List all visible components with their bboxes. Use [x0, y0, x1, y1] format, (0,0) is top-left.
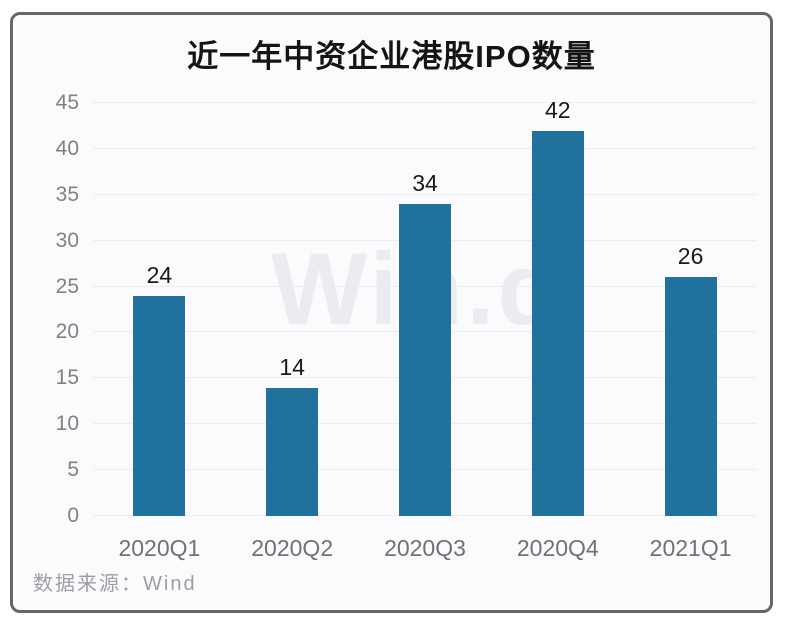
data-source-label: 数据来源：Wind	[33, 573, 197, 595]
y-tick-label: 25	[55, 274, 79, 298]
y-axis: 0 5 10 15 20 25 30 35 40 45	[13, 91, 79, 527]
chart-panel: 近一年中资企业港股IPO数量 Win.d 051015202530354045 …	[10, 12, 773, 613]
y-tick-label: 30	[55, 228, 79, 252]
y-tick-label: 5	[67, 458, 79, 482]
y-tick-label: 15	[55, 366, 79, 390]
bar-slot: 24	[93, 103, 226, 516]
gridline	[93, 147, 757, 149]
x-tick-label: 2020Q1	[118, 535, 201, 561]
y-tick-label: 45	[55, 91, 79, 114]
bar-slot: 34	[359, 103, 492, 516]
bar	[266, 387, 319, 516]
bar-value-label: 24	[146, 261, 173, 288]
y-tick-label: 20	[55, 320, 79, 344]
bar-value-label: 42	[544, 96, 571, 123]
y-tick-label: 10	[55, 412, 79, 436]
y-tick-label: 40	[55, 136, 79, 160]
x-tick-label: 2020Q4	[516, 535, 599, 561]
bar-slot: 14	[226, 103, 359, 516]
bar	[398, 203, 451, 516]
x-tick-label: 2021Q1	[649, 535, 732, 561]
bar	[531, 130, 584, 516]
gridline	[93, 193, 757, 195]
bar-value-label: 26	[677, 243, 704, 270]
plot-area: 24 14 34 42 26	[93, 97, 757, 516]
y-tick-label: 35	[55, 182, 79, 206]
bars-row: 24 14 34 42 26	[93, 97, 757, 516]
bar-slot: 26	[624, 103, 757, 516]
y-tick-label: 0	[67, 504, 79, 527]
bar-value-label: 34	[412, 169, 438, 196]
bar	[133, 295, 186, 516]
chart-title: 近一年中资企业港股IPO数量	[187, 39, 596, 74]
bar	[664, 277, 717, 516]
bar-value-label: 14	[279, 353, 305, 380]
x-axis: 2020Q1 2020Q2 2020Q3 2020Q4 2021Q1	[93, 527, 757, 561]
x-tick-label: 2020Q2	[251, 535, 334, 561]
gridline	[93, 102, 757, 103]
x-tick-label: 2020Q3	[384, 535, 466, 561]
bar-slot: 42	[491, 97, 624, 516]
